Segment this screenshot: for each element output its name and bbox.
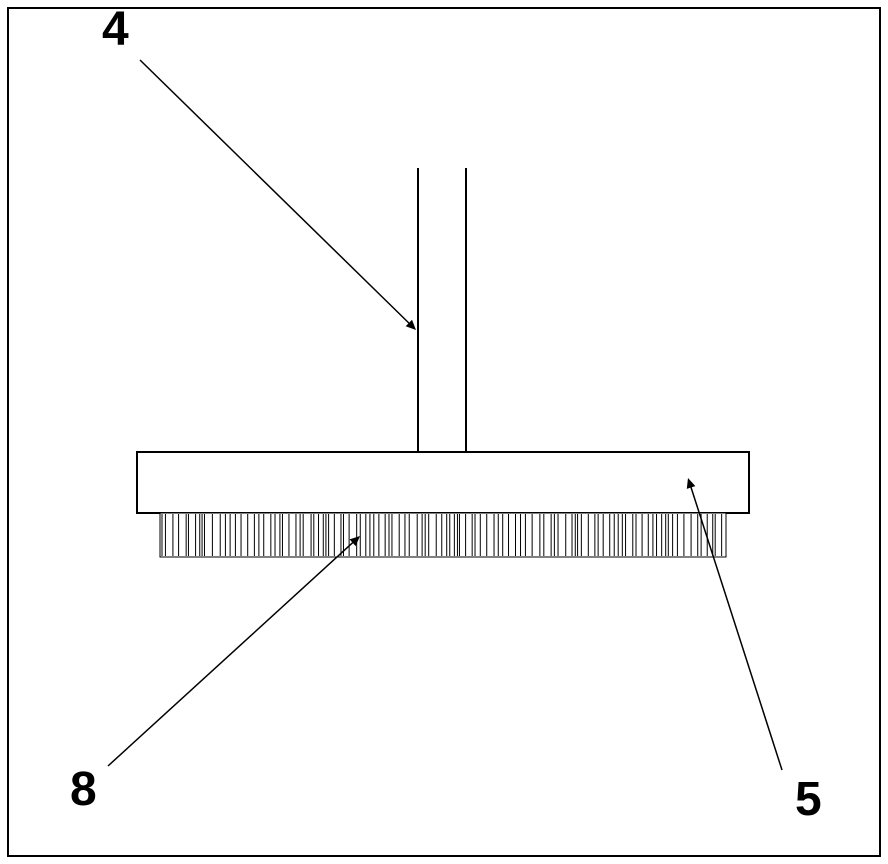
callout-label-5: 5	[795, 772, 822, 827]
leader-line-8	[108, 536, 360, 766]
figure-frame	[8, 8, 880, 856]
callout-label-8: 8	[70, 762, 97, 817]
callout-label-4: 4	[102, 2, 129, 57]
part-5-plate	[137, 452, 749, 513]
part-8-hatched-band	[160, 513, 726, 557]
leader-line-4	[140, 60, 416, 330]
